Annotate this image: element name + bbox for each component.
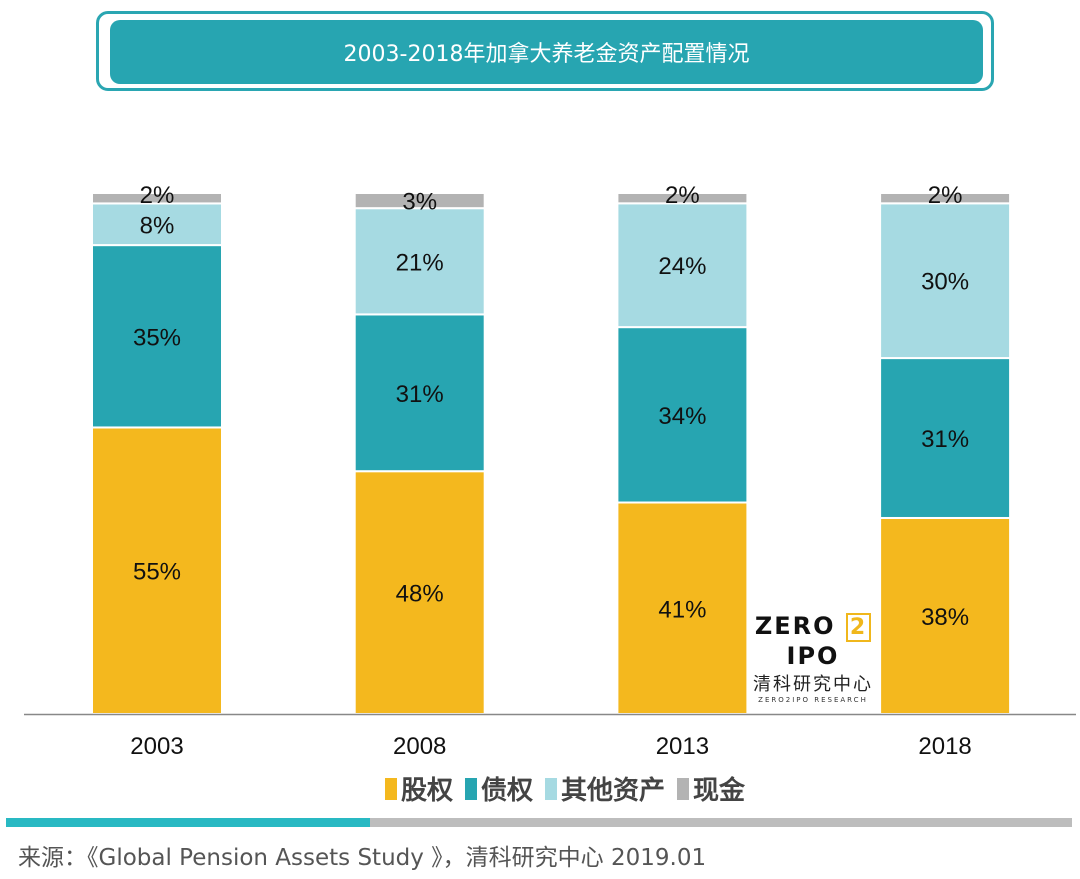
bar-segment xyxy=(353,192,486,210)
data-label: 41% xyxy=(658,596,706,623)
data-label: 31% xyxy=(396,381,444,408)
legend-label: 债权 xyxy=(480,776,533,806)
x-tick-label: 2003 xyxy=(130,733,183,760)
source-note: 来源：《Global Pension Assets Study 》，清科研究中心… xyxy=(18,845,707,871)
legend-swatch xyxy=(384,777,397,800)
chart-title: 2003-2018年加拿大养老金资产配置情况 xyxy=(110,20,983,84)
legend-item: 股权 xyxy=(384,770,453,807)
bar-segment xyxy=(879,357,1012,519)
zero2ipo-watermark: ZERO 2 IPO 清科研究中心 ZERO2IPO RESEARCH xyxy=(733,612,893,704)
bar-segment xyxy=(91,244,223,429)
bar-segment xyxy=(616,501,749,715)
x-tick-label: 2008 xyxy=(393,733,446,760)
legend-item: 其他资产 xyxy=(545,770,665,807)
data-label: 38% xyxy=(921,604,969,631)
bar-segment xyxy=(91,202,223,247)
legend-label: 其他资产 xyxy=(561,776,666,806)
data-label: 30% xyxy=(921,269,969,296)
legend-label: 现金 xyxy=(693,776,746,806)
data-label: 2% xyxy=(140,182,175,209)
bar-segment xyxy=(91,192,223,205)
bar-segment xyxy=(353,313,486,473)
data-label: 24% xyxy=(658,253,706,280)
wm-cn: 清科研究中心 xyxy=(753,674,873,695)
data-label: 48% xyxy=(396,581,444,608)
wm-brand-left: ZERO xyxy=(754,612,836,640)
x-tick-label: 2018 xyxy=(918,733,971,760)
title-frame xyxy=(96,11,994,91)
footer-divider-accent xyxy=(6,818,370,827)
data-label: 3% xyxy=(402,189,437,216)
data-label: 2% xyxy=(928,182,963,209)
wm-sub: ZERO2IPO RESEARCH xyxy=(758,696,868,704)
legend: 股权 债权 其他资产 现金 xyxy=(0,770,1080,807)
data-label: 35% xyxy=(133,324,181,351)
bar-segment xyxy=(616,326,749,504)
wm-brand-num: 2 xyxy=(845,613,872,642)
data-label: 8% xyxy=(140,212,175,239)
bar-segment xyxy=(616,192,749,205)
x-tick-label: 2013 xyxy=(656,733,709,760)
wm-brand-right: IPO xyxy=(786,642,840,670)
legend-item: 债权 xyxy=(464,770,533,807)
legend-label: 股权 xyxy=(400,776,453,806)
footer-divider xyxy=(6,818,1072,827)
legend-swatch xyxy=(677,777,690,800)
bar-segment xyxy=(353,207,486,316)
data-label: 31% xyxy=(921,426,969,453)
legend-swatch xyxy=(545,777,557,800)
data-label: 34% xyxy=(658,403,706,430)
bar-segment xyxy=(879,202,1012,360)
legend-swatch xyxy=(464,777,477,800)
bar-segment xyxy=(879,516,1012,716)
data-label: 21% xyxy=(396,249,444,276)
data-label: 2% xyxy=(665,182,700,209)
data-label: 55% xyxy=(133,559,181,586)
bar-segment xyxy=(879,192,1012,205)
legend-item: 现金 xyxy=(677,770,745,807)
